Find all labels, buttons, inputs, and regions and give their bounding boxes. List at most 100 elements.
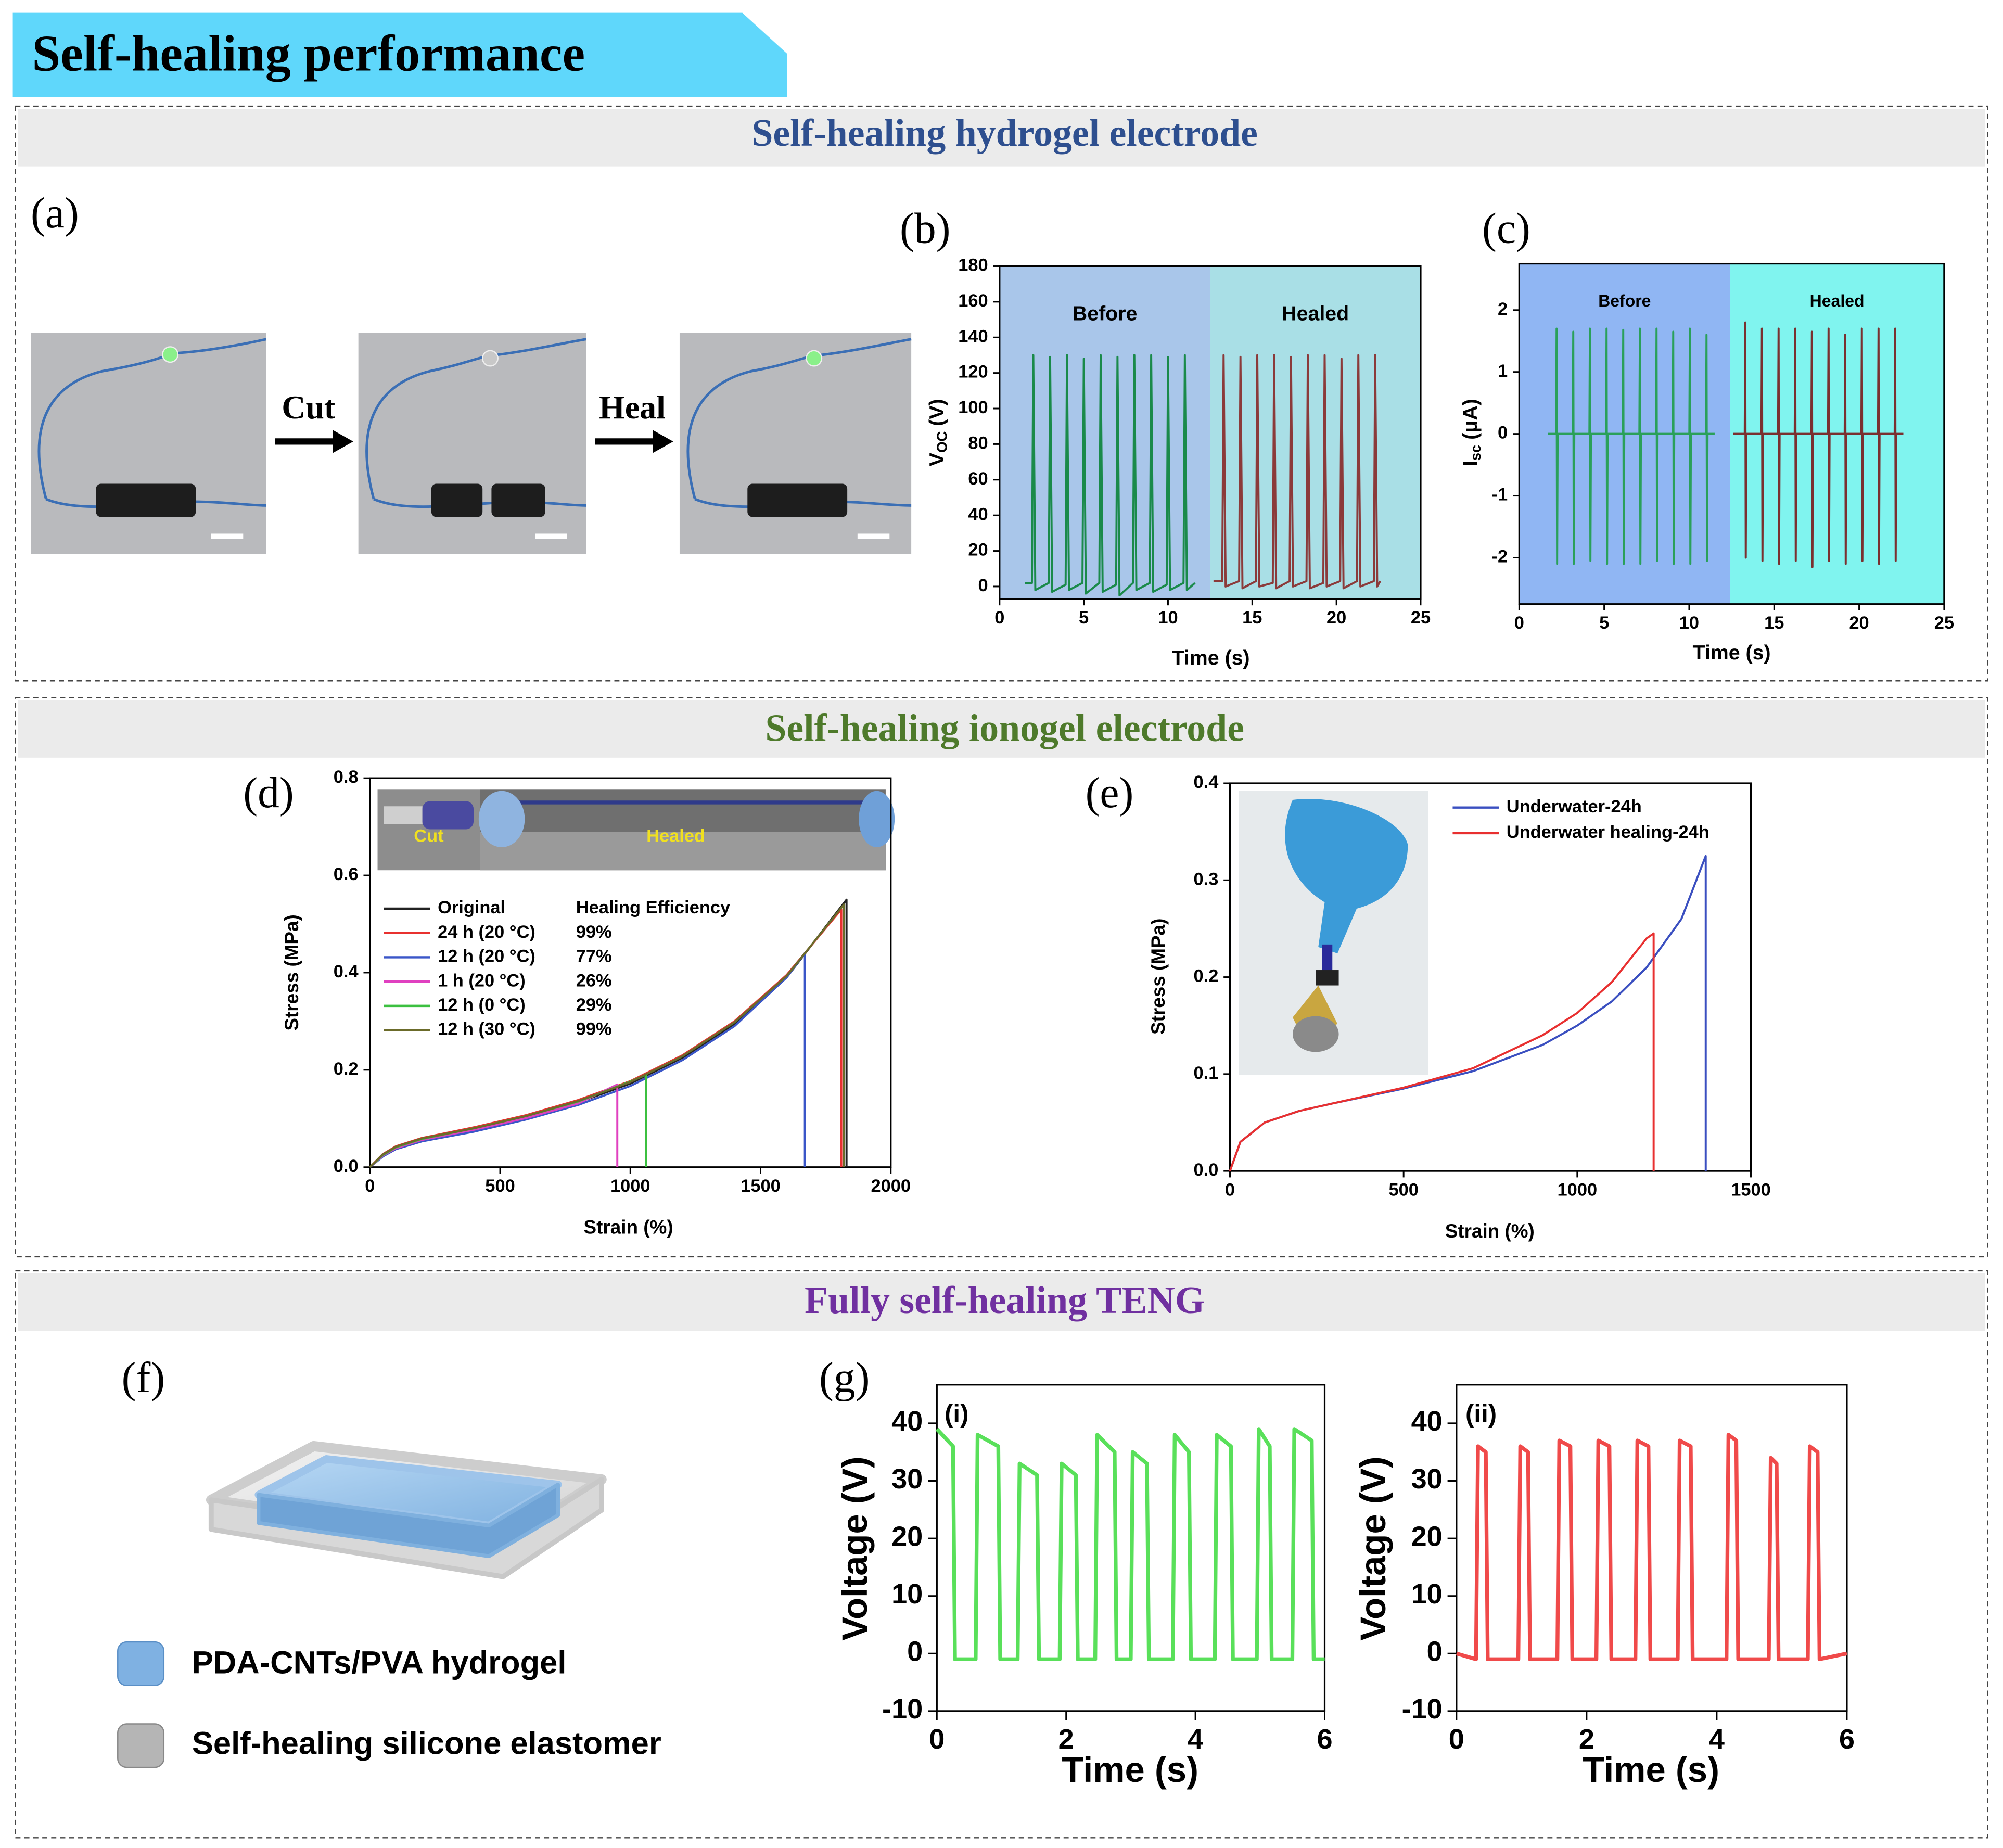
y-tick-label: 2: [1498, 299, 1508, 319]
series-line: [369, 1083, 619, 1168]
x-tick-label: 0: [994, 608, 1004, 628]
y-axis-label: Stress (MPa): [1147, 919, 1169, 1035]
plot-frame: [936, 1384, 1326, 1712]
section-frame: [15, 1270, 1988, 1839]
y-axis-label: Isc (μA): [1459, 399, 1484, 466]
section-bar: [18, 700, 1985, 758]
legend-header: Healing Efficiency: [576, 898, 730, 917]
x-tick-label: 6: [1839, 1724, 1855, 1755]
series-line: [935, 1427, 1325, 1662]
y-axis-label: Stress (MPa): [281, 914, 302, 1030]
y-tick-label: 0: [1498, 423, 1508, 443]
series-line: [1733, 321, 1904, 568]
legend-label: 12 h (0 °C): [438, 995, 526, 1015]
panel-label: (g): [819, 1354, 870, 1402]
step-label: Cut: [282, 389, 336, 426]
y-tick-label: 0.2: [334, 1059, 359, 1079]
y-tick-label: 40: [968, 504, 988, 524]
y-tick-label: 40: [1411, 1406, 1443, 1437]
x-tick-label: 1000: [1558, 1180, 1598, 1200]
y-tick-label: 20: [1411, 1521, 1443, 1552]
y-tick-label: 0.2: [1194, 966, 1219, 986]
x-tick-label: 1000: [610, 1176, 650, 1196]
legend-efficiency: 26%: [576, 971, 612, 990]
x-tick-label: 0: [1449, 1724, 1464, 1755]
x-tick-label: 2000: [871, 1176, 911, 1196]
layer-diagram: [206, 1441, 607, 1579]
y-tick-label: 20: [968, 540, 988, 560]
section-title: Self-healing ionogel electrode: [765, 707, 1244, 749]
y-tick-label: 0.4: [1194, 772, 1219, 792]
x-tick-label: 1500: [1731, 1180, 1771, 1200]
panel-label: (d): [243, 769, 294, 817]
region-label: Before: [1073, 302, 1138, 325]
y-axis-label: Voltage (V): [1353, 1456, 1393, 1640]
x-tick-label: 10: [1158, 608, 1178, 628]
y-tick-label: 10: [1411, 1578, 1443, 1610]
legend-label: Self-healing silicone elastomer: [192, 1726, 661, 1762]
section-frame: [15, 697, 1988, 1258]
x-tick-label: 15: [1764, 613, 1784, 633]
series-line: [1025, 354, 1196, 597]
panel-label: (c): [1482, 205, 1530, 253]
header-title: Self-healing performance: [32, 26, 585, 82]
x-tick-label: 25: [1411, 608, 1431, 628]
region-label: Before: [1598, 291, 1651, 310]
y-label-unit: (μA): [1459, 399, 1482, 440]
photo: [31, 333, 267, 554]
y-tick-label: 160: [958, 291, 988, 311]
y-tick-label: 0.4: [334, 962, 359, 982]
y-tick-label: -10: [1402, 1693, 1443, 1725]
panel-label: (e): [1086, 769, 1134, 817]
y-tick-label: 20: [891, 1521, 923, 1552]
y-tick-label: 80: [968, 434, 988, 453]
legend-swatch: [117, 1641, 165, 1768]
x-tick-label: 4: [1188, 1724, 1203, 1755]
y-tick-label: -10: [882, 1693, 923, 1725]
header-banner: [12, 12, 787, 97]
x-axis-label: Time (s): [1172, 646, 1250, 669]
panel-label: (b): [900, 205, 951, 253]
y-tick-label: 1: [1498, 361, 1508, 381]
inset-photo: [377, 789, 895, 871]
series-line: [1229, 932, 1655, 1171]
panel-label: (f): [122, 1354, 165, 1402]
y-tick-label: -1: [1492, 485, 1508, 505]
y-tick-label: 120: [958, 362, 988, 382]
x-tick-label: 25: [1934, 613, 1954, 633]
legend-label: Underwater-24h: [1507, 797, 1642, 817]
legend-label: 24 h (20 °C): [438, 922, 535, 942]
y-label-sub: OC: [934, 431, 950, 452]
region-label: Healed: [1282, 302, 1349, 325]
y-tick-label: 10: [891, 1578, 923, 1610]
y-tick-label: 0.0: [1194, 1160, 1219, 1180]
inset-photo: [1239, 791, 1428, 1075]
x-tick-label: 20: [1326, 608, 1346, 628]
x-axis-label: Strain (%): [1445, 1220, 1535, 1242]
y-tick-label: 60: [968, 469, 988, 489]
y-tick-label: 100: [958, 398, 988, 417]
series-line: [1213, 354, 1382, 590]
series-line: [1548, 327, 1715, 565]
legend-label: PDA-CNTs/PVA hydrogel: [192, 1645, 567, 1681]
x-tick-label: 4: [1709, 1724, 1725, 1755]
step-label: Heal: [599, 389, 666, 426]
x-tick-label: 1500: [741, 1176, 781, 1196]
x-tick-label: 0: [365, 1176, 375, 1196]
section-bar: [18, 1273, 1985, 1331]
y-axis-label: VOC (V): [925, 399, 950, 466]
legend-label: Original: [438, 898, 505, 917]
x-axis-label: Strain (%): [584, 1217, 673, 1238]
x-tick-label: 500: [485, 1176, 515, 1196]
y-tick-label: 0.8: [334, 767, 359, 787]
y-tick-label: -2: [1492, 547, 1508, 567]
y-tick-label: 30: [891, 1463, 923, 1495]
legend-efficiency: 77%: [576, 947, 612, 966]
panel-label: (a): [31, 189, 79, 237]
y-tick-label: 40: [891, 1406, 923, 1437]
legend-label: 12 h (30 °C): [438, 1019, 535, 1039]
section-bar: [18, 109, 1985, 167]
series-line: [369, 903, 845, 1168]
region-label: Healed: [1810, 291, 1865, 310]
